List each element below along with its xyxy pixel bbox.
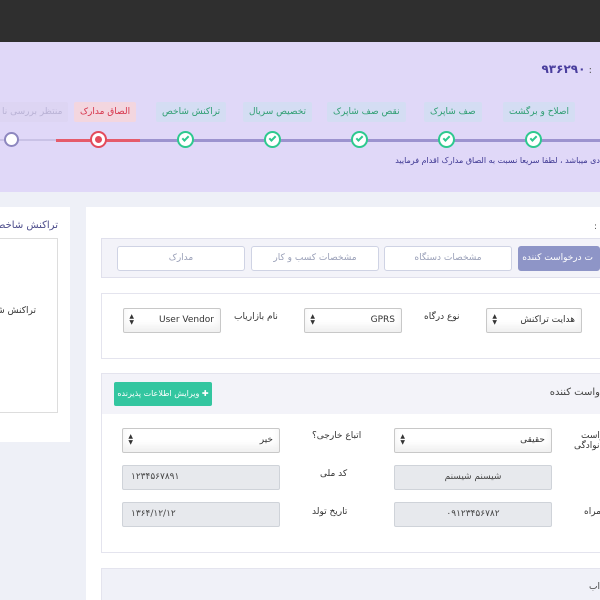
marketer-select-value: User Vendor [159, 315, 214, 325]
tracking-code: ‏: ۹۳۶۲۹۰ [541, 62, 592, 76]
stepper-progress [140, 139, 600, 142]
check-icon [529, 134, 538, 142]
family-field[interactable]: شیسنم شیسنم [394, 465, 552, 490]
select-arrows-icon: ▲ ▼ [129, 313, 134, 326]
step-current-icon[interactable] [90, 131, 107, 148]
next-section [101, 568, 600, 600]
select-arrows-icon: ▲ ▼ [492, 313, 497, 326]
traffic-select[interactable]: ▲ ▼ هدایت تراکنش [486, 308, 582, 333]
tracking-number: ۹۳۶۲۹۰ [541, 62, 586, 76]
person-type-select[interactable]: ▲ ▼ حقیقی [394, 428, 552, 453]
tab-applicant[interactable]: ت درخواست کننده [518, 246, 600, 271]
plus-icon: ✚ [199, 389, 209, 398]
birth-date-field[interactable]: ۱۳۶۴/۱۲/۱۲ [122, 502, 280, 527]
step-label-serial[interactable]: تخصیص سریال [243, 102, 313, 122]
step-done-icon[interactable] [525, 131, 542, 148]
applicant-section-title: واست کننده [549, 387, 600, 398]
family-label: نوادگی [574, 441, 600, 451]
person-type-select-value: حقیقی [520, 435, 545, 445]
warning-message: دی میباشد ، لطفا سریعا نسبت به الصاق مدا… [395, 156, 600, 165]
step-label-pending-review[interactable]: منتظر بررسی نا [0, 102, 69, 122]
foreign-select[interactable]: ▲ ▼ خیر [122, 428, 280, 453]
step-done-icon[interactable] [177, 131, 194, 148]
traffic-select-value: هدایت تراکنش [520, 315, 575, 325]
step-label-shaparak-defect[interactable]: نقص صف شاپرک [327, 102, 406, 122]
check-icon [268, 134, 277, 142]
marketer-label: نام بازاریاب [234, 312, 278, 322]
tab-business[interactable]: مشخصات کسب و کار [251, 246, 379, 271]
birth-date-label: تاریخ تولد [312, 507, 348, 517]
step-done-icon[interactable] [351, 131, 368, 148]
step-label-correction[interactable]: اصلاح و برگشت [503, 102, 576, 122]
gateway-select-value: GPRS [370, 315, 395, 325]
step-done-icon[interactable] [264, 131, 281, 148]
marketer-select[interactable]: ▲ ▼ User Vendor [123, 308, 221, 333]
national-code-field[interactable]: ۱۲۳۴۵۶۷۸۹۱ [122, 465, 280, 490]
radio-dot-icon [95, 136, 102, 143]
side-panel-item[interactable]: تراکنش شا [0, 306, 36, 316]
check-icon [442, 134, 451, 142]
top-bar [0, 0, 600, 42]
select-arrows-icon: ▲ ▼ [400, 433, 405, 446]
gateway-label: نوع درگاه [424, 312, 460, 322]
tracking-label: ‏: [585, 65, 592, 76]
tab-device[interactable]: مشخصات دستگاه [384, 246, 512, 271]
mobile-field[interactable]: ۰۹۱۲۳۴۵۶۷۸۲ [394, 502, 552, 527]
foreign-label: اتباع خارجی؟ [312, 431, 362, 441]
step-label-documents[interactable]: الصاق مدارک [74, 102, 137, 122]
next-section-title: اب [589, 582, 600, 592]
tab-documents[interactable]: مدارک [117, 246, 245, 271]
check-icon [355, 134, 364, 142]
step-label-index-transaction[interactable]: تراکنش شاخص [156, 102, 227, 122]
type-label: واست [581, 431, 600, 441]
step-done-icon[interactable] [438, 131, 455, 148]
select-arrows-icon: ▲ ▼ [310, 313, 315, 326]
step-pending-icon[interactable] [4, 132, 19, 147]
foreign-select-value: خیر [259, 435, 273, 445]
gateway-select[interactable]: ▲ ▼ GPRS [304, 308, 402, 333]
mobile-label: مراه [584, 507, 600, 517]
select-arrows-icon: ▲ ▼ [128, 433, 133, 446]
check-icon [181, 134, 190, 142]
side-panel-title: تراکنش شاخص [0, 220, 58, 231]
side-panel-list [0, 238, 58, 413]
national-code-label: کد ملی [320, 469, 348, 479]
step-label-shaparak-queue[interactable]: صف شاپرک [424, 102, 482, 122]
edit-merchant-button-label: ویرایش اطلاعات پذیرنده [117, 389, 200, 398]
edit-merchant-button[interactable]: ✚ ویرایش اطلاعات پذیرنده [114, 382, 212, 406]
main-header-label: : [593, 222, 597, 232]
